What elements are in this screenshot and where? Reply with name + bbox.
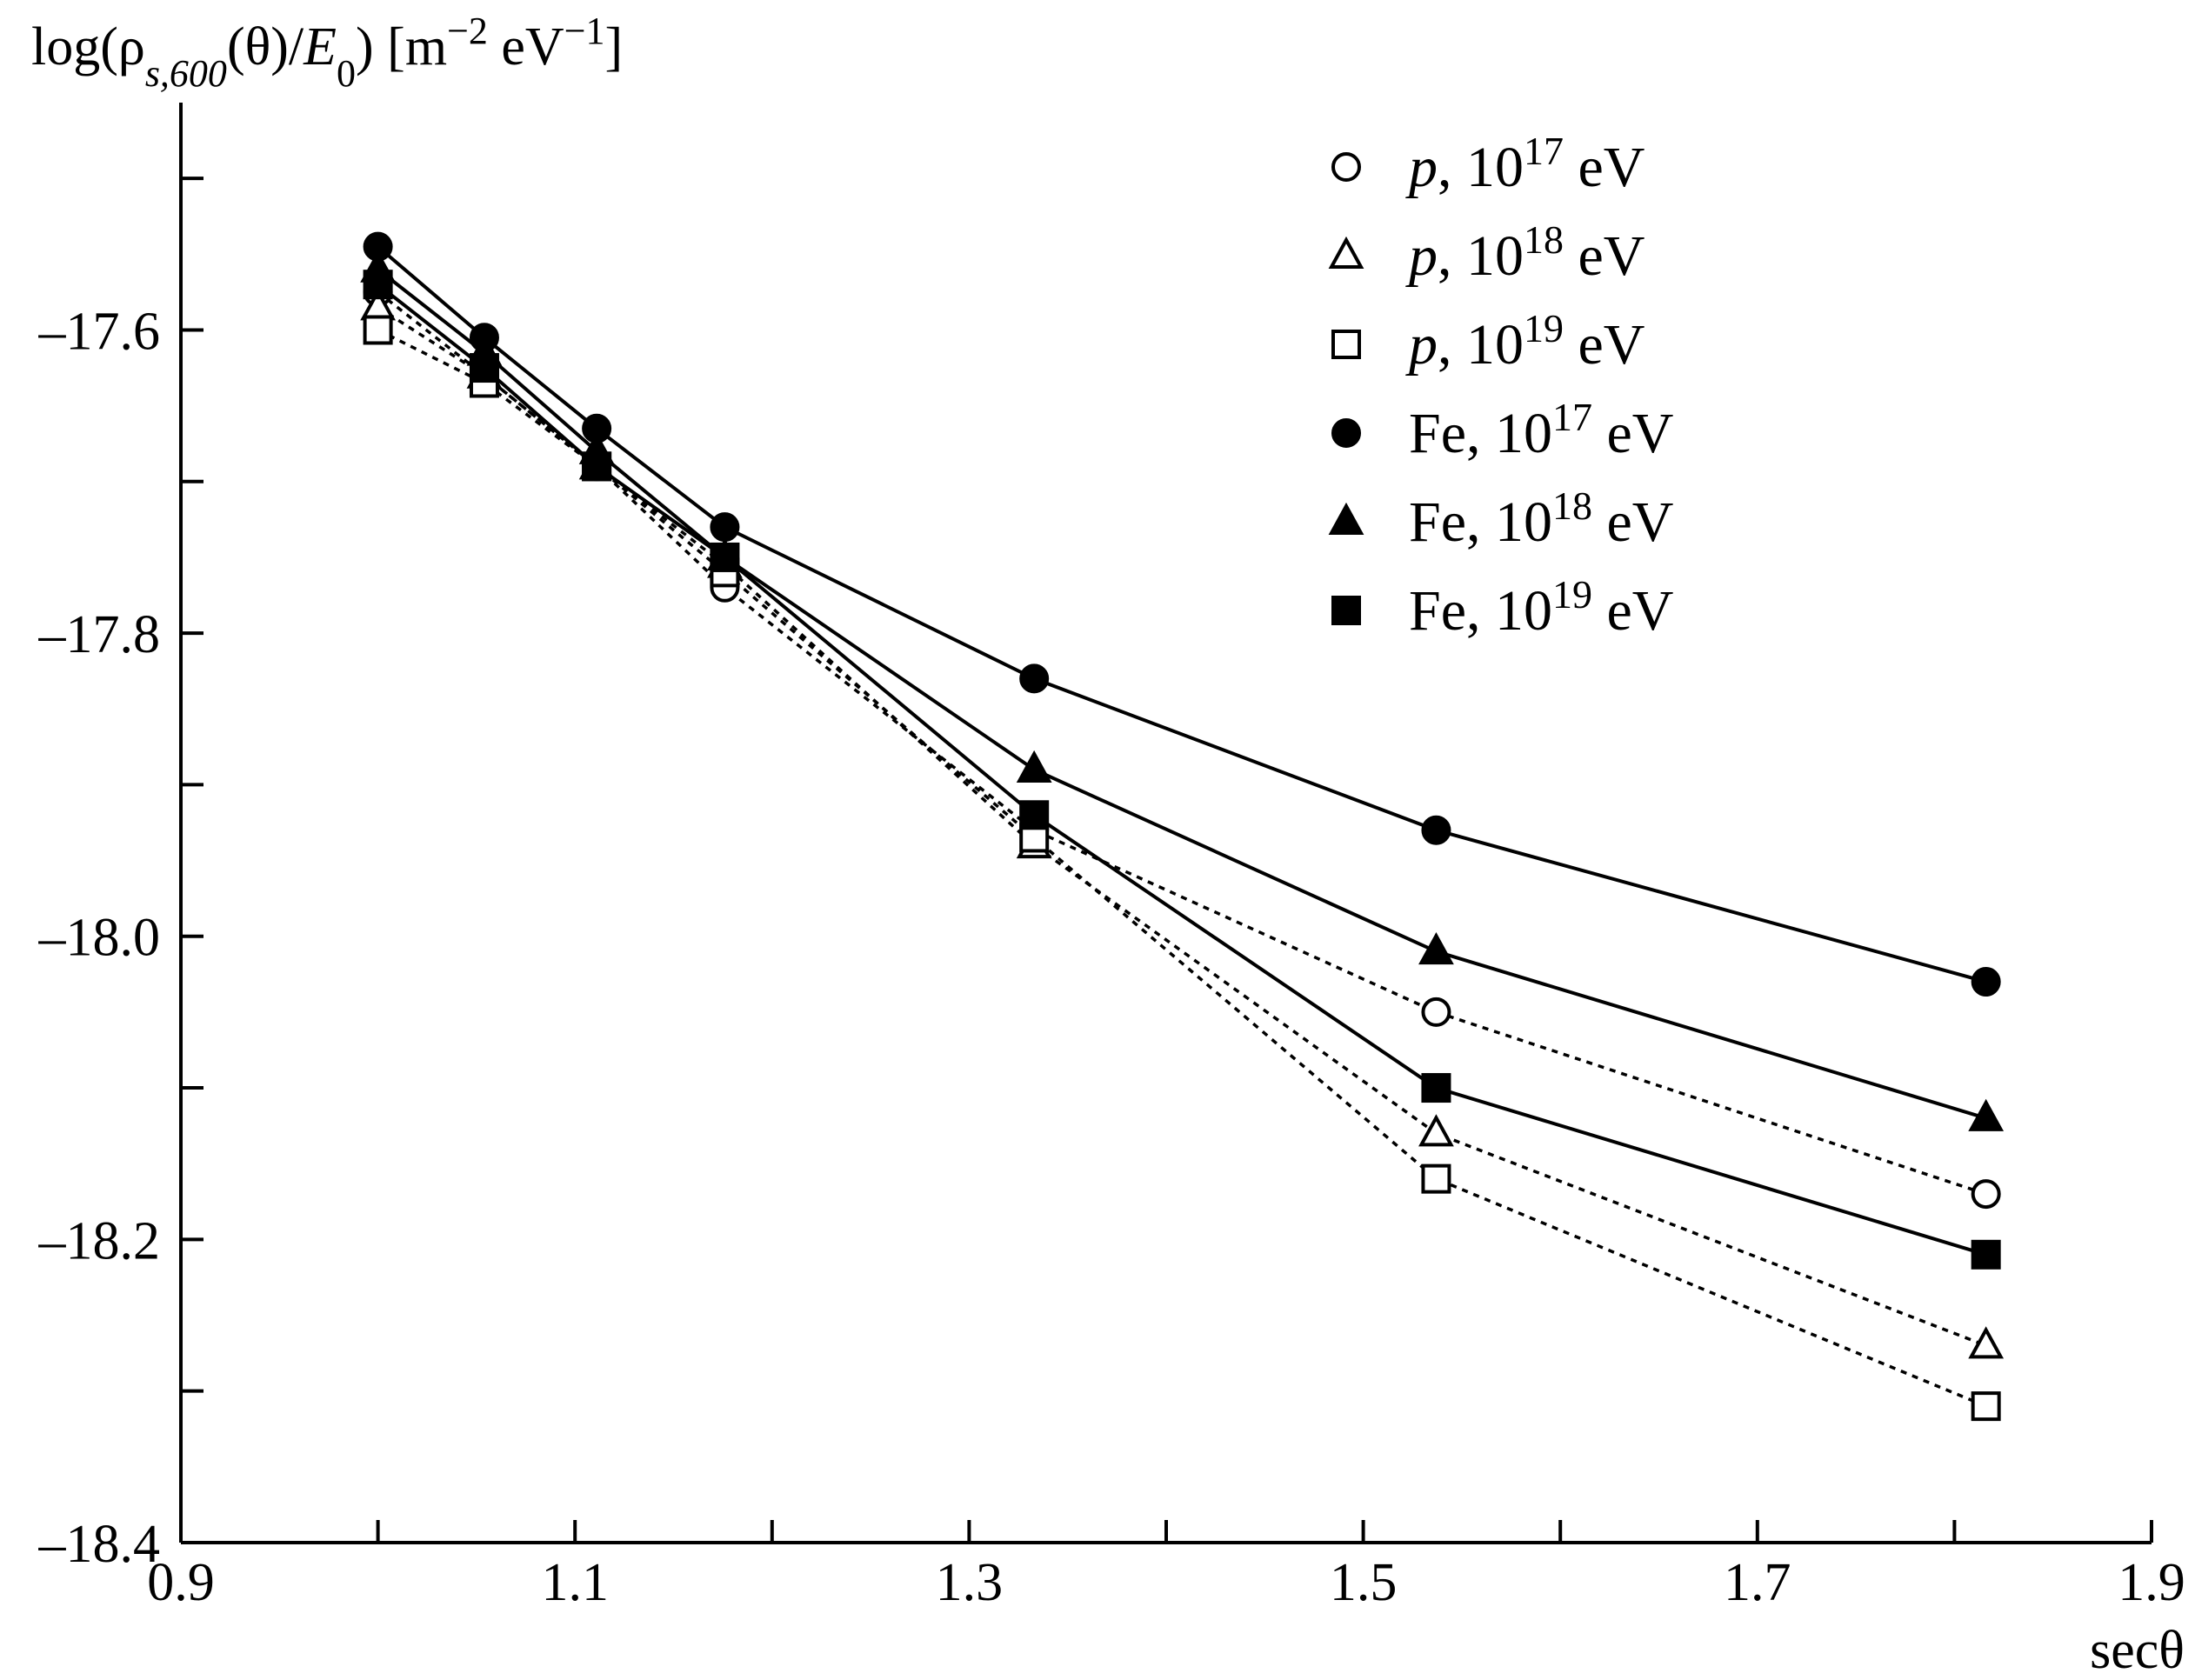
series-5-point-2 [582,451,612,482]
series-2-point-0 [363,315,393,345]
series-0-point-6 [1971,1179,2001,1210]
x-tick-label-5: 1.9 [2118,1553,2185,1612]
x-axis-label: secθ [2090,1621,2185,1680]
legend-marker-5 [1331,596,1361,625]
series-1-point-5 [1418,1114,1454,1147]
y-tick-label-4: –18.4 [38,1515,161,1574]
series-lines [377,245,1987,1408]
series-3-point-5 [1421,815,1451,845]
y-tick-label-2: –18.0 [38,909,161,968]
axis-ticks: 0.9 1.1 1.3 1.5 1.7 1.9 –17.6 –17.8 –18.0 –18.2 –1… [38,177,2185,1612]
legend-marker-2 [1331,330,1361,359]
series-5-point-0 [363,270,393,300]
series-4-point-4 [1016,750,1052,783]
x-tick-label-2: 1.3 [936,1553,1004,1612]
y-axis-label: log(ρs,600(θ)/E0) [m−2 eV−1] [31,10,623,95]
series-line-0 [377,290,1987,1196]
series-2-point-6 [1971,1391,2001,1422]
series-4-point-5 [1418,932,1454,965]
series-0-point-5 [1421,997,1451,1027]
series-3-point-4 [1019,663,1050,694]
legend-marker-3 [1331,418,1361,448]
x-tick-label-0: 0.9 [147,1553,215,1612]
series-line-4 [377,268,1987,1120]
legend-marker-4 [1328,502,1364,535]
x-tick-label-1: 1.1 [541,1553,609,1612]
y-tick-label-1: –17.8 [38,605,161,664]
series-line-3 [377,245,1987,983]
series-line-1 [377,305,1987,1348]
series-5-point-5 [1421,1073,1451,1103]
legend-marker-1 [1328,236,1364,269]
series-4-point-6 [1968,1098,2005,1131]
legend-label-4: Fe, 1018 eV [1409,483,1673,555]
series-3-point-3 [710,512,740,543]
legend-label-0: p, 1017 eV [1405,129,1645,200]
legend-marker-0 [1331,152,1361,182]
y-tick-label-0: –17.6 [38,302,161,361]
legend-label-1: p, 1018 eV [1405,217,1645,289]
series-line-5 [377,283,1987,1257]
x-tick-label-4: 1.7 [1724,1553,1791,1612]
legend-label-3: Fe, 1017 eV [1409,395,1673,466]
legend: p, 1017 eV p, 1018 eV p, 1019 eV Fe, 1017 e… [1328,129,1673,643]
series-5-point-4 [1019,800,1050,830]
series-line-2 [377,328,1987,1408]
series-5-point-6 [1971,1239,2001,1270]
series-5-point-3 [710,542,740,572]
legend-label-2: p, 1019 eV [1405,306,1645,377]
series-2-point-5 [1421,1163,1451,1194]
series-5-point-1 [469,353,499,383]
x-tick-label-3: 1.5 [1330,1553,1398,1612]
series-markers [360,231,2005,1422]
legend-label-5: Fe, 1019 eV [1409,572,1673,643]
series-1-point-6 [1968,1326,2005,1359]
y-tick-label-3: –18.2 [38,1211,161,1270]
series-3-point-6 [1971,967,2001,997]
